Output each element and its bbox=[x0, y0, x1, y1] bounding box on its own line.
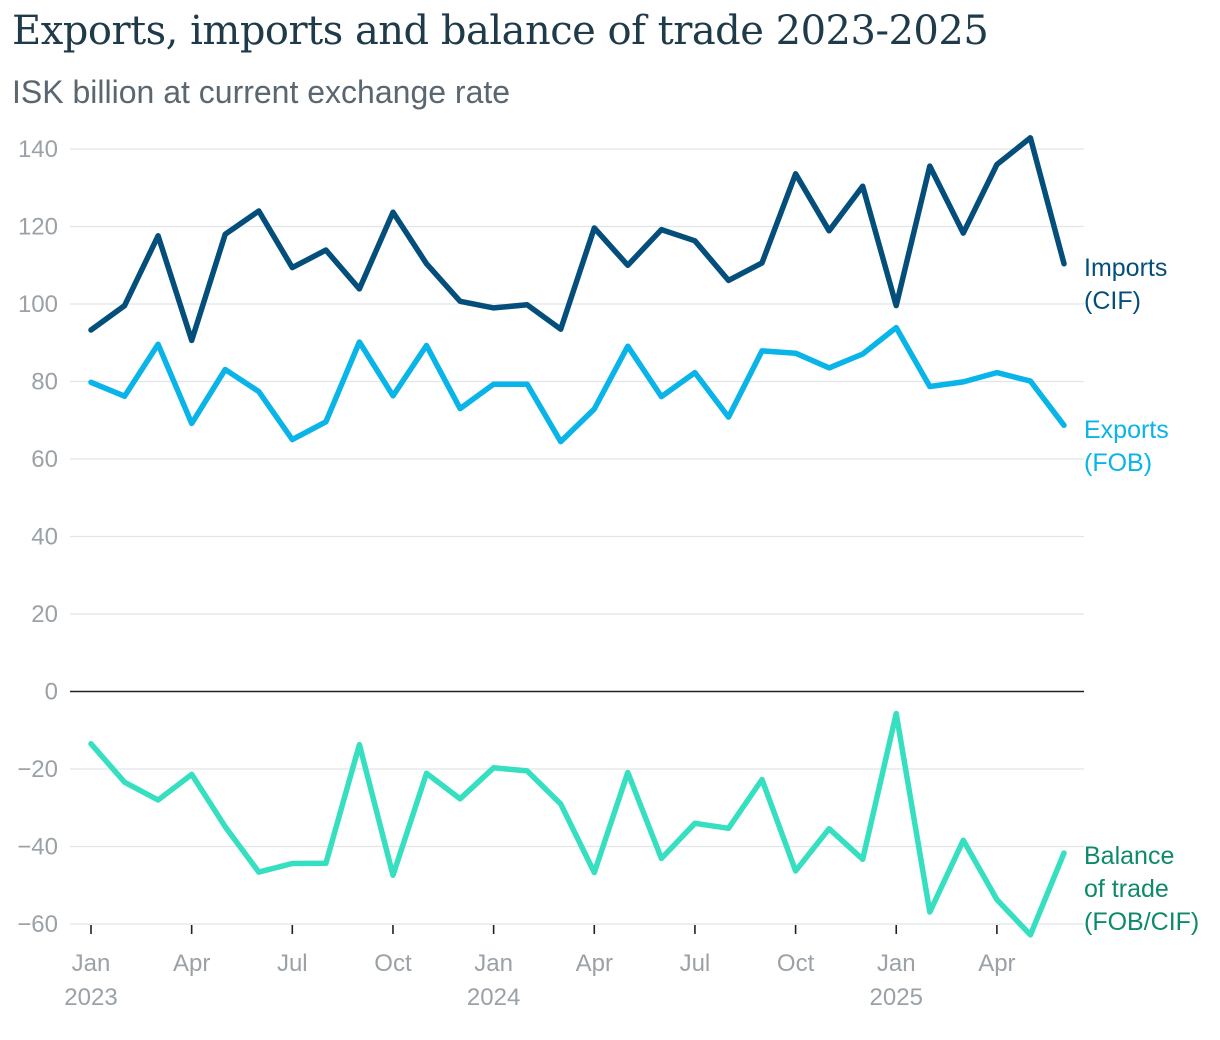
y-tick-label: 20 bbox=[31, 601, 58, 628]
series-line bbox=[88, 135, 1067, 344]
chart-title: Exports, imports and balance of trade 20… bbox=[12, 8, 989, 54]
x-tick-label: Apr bbox=[576, 950, 613, 977]
chart-subtitle: ISK billion at current exchange rate bbox=[12, 74, 511, 110]
y-tick-label: −60 bbox=[17, 911, 58, 938]
y-tick-label: 40 bbox=[31, 524, 58, 551]
y-tick-label: 60 bbox=[31, 446, 58, 473]
x-tick-year-label: 2025 bbox=[870, 984, 923, 1011]
x-tick-label: Jan bbox=[474, 950, 513, 977]
y-tick-label: 0 bbox=[45, 679, 58, 706]
y-tick-label: −20 bbox=[17, 756, 58, 783]
series-labels: Imports (CIF) Exports (FOB) Balance of trade(… bbox=[1084, 254, 1199, 936]
series-label: Balance of trade (FOB/CIF) bbox=[1084, 842, 1199, 936]
y-tick-label: 140 bbox=[18, 136, 58, 163]
x-tick-label: Jul bbox=[277, 950, 308, 977]
x-tick-label: Jan bbox=[72, 950, 111, 977]
x-tick-label: Jul bbox=[680, 950, 711, 977]
x-tick-label: Oct bbox=[777, 950, 815, 977]
series-lines bbox=[88, 135, 1067, 938]
x-tick-label: Oct bbox=[374, 950, 412, 977]
series-line bbox=[88, 710, 1067, 938]
x-tick-label: Apr bbox=[173, 950, 210, 977]
y-tick-label: −40 bbox=[17, 834, 58, 861]
y-axis-ticks: −60 −40 −20 0 20 40 60 80 100 120 140 bbox=[17, 136, 58, 938]
series-label: Exports (FOB) bbox=[1084, 416, 1169, 477]
series-label: Imports (CIF) bbox=[1084, 254, 1167, 315]
y-tick-label: 120 bbox=[18, 214, 58, 241]
gridlines bbox=[70, 148, 1084, 925]
series-line bbox=[88, 324, 1067, 445]
x-axis-ticks: Jan 2023 Apr Jul Oct Jan 2024 Apr Jul Oct Jan 2025 A… bbox=[64, 925, 1016, 1011]
x-tick-year-label: 2023 bbox=[64, 984, 117, 1011]
y-tick-label: 100 bbox=[18, 291, 58, 318]
x-tick-label: Apr bbox=[978, 950, 1015, 977]
x-tick-label: Jan bbox=[877, 950, 916, 977]
y-tick-label: 80 bbox=[31, 369, 58, 396]
x-tick-year-label: 2024 bbox=[467, 984, 520, 1011]
